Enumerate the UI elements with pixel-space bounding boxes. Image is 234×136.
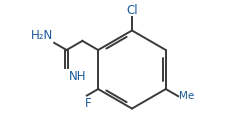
Text: Cl: Cl — [126, 4, 138, 17]
Text: Me: Me — [179, 91, 194, 101]
Text: NH: NH — [69, 70, 86, 83]
Text: H₂N: H₂N — [31, 29, 53, 42]
Text: F: F — [85, 97, 91, 110]
